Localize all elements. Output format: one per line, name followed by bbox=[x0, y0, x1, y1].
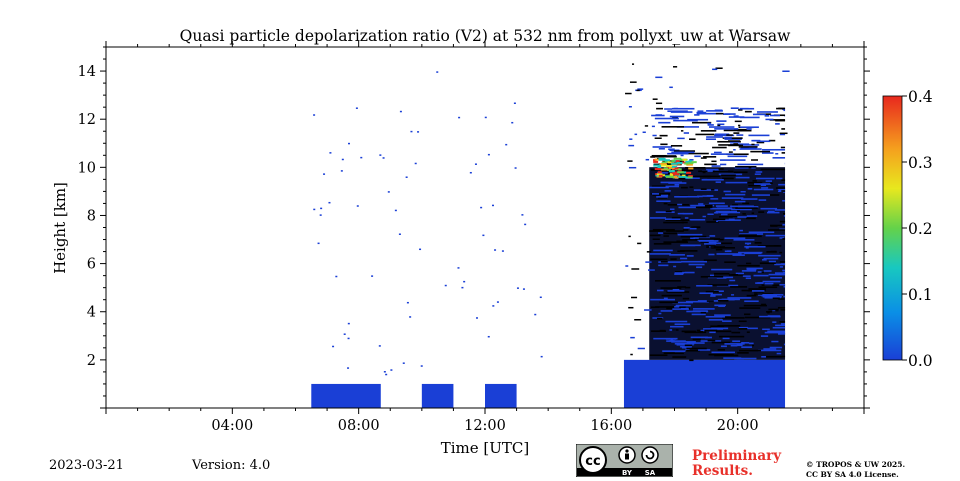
data-layer bbox=[311, 63, 789, 408]
preliminary-line-1: Preliminary bbox=[692, 449, 781, 464]
badge-by-text: BY bbox=[622, 469, 633, 477]
preliminary-results-note: Preliminary Results. bbox=[692, 449, 781, 479]
license-line-2: CC BY SA 4.0 License. bbox=[806, 470, 905, 480]
x-tick-label: 04:00 bbox=[211, 418, 253, 434]
attribution-icon bbox=[619, 447, 635, 463]
cc-by-sa-badge: cc BY SA bbox=[576, 444, 673, 477]
date-label: 2023-03-21 bbox=[49, 458, 124, 473]
version-label: Version: 4.0 bbox=[192, 458, 270, 473]
colorbar-tick-label: 0.2 bbox=[908, 220, 933, 238]
y-tick-label: 8 bbox=[87, 208, 96, 224]
share-alike-icon bbox=[642, 447, 658, 463]
y-tick-label: 14 bbox=[78, 64, 96, 80]
colorbar-axis: 0.0 0.1 0.2 0.3 0.4 bbox=[902, 88, 933, 370]
y-tick-label: 2 bbox=[87, 353, 96, 369]
colorbar-tick-label: 0.3 bbox=[908, 154, 933, 172]
y-axis-label: Height [km] bbox=[51, 182, 69, 274]
x-axis-label: Time [UTC] bbox=[441, 439, 530, 457]
x-tick-label: 12:00 bbox=[464, 418, 506, 434]
region-evening-aerosol-profile bbox=[649, 107, 785, 361]
x-tick-label: 16:00 bbox=[590, 418, 632, 434]
badge-sa-text: SA bbox=[645, 469, 656, 477]
x-tick-label: 20:00 bbox=[717, 418, 759, 434]
colorbar-tick-label: 0.1 bbox=[908, 286, 933, 304]
y-tick-label: 10 bbox=[78, 160, 96, 176]
y-tick-label: 12 bbox=[78, 112, 96, 128]
region-evening-boundary-layer bbox=[624, 360, 785, 408]
colorbar-tick-label: 0.0 bbox=[908, 352, 933, 370]
preliminary-line-2: Results. bbox=[692, 464, 781, 479]
colorbar-tick-label: 0.4 bbox=[908, 88, 933, 106]
region-morning-low-cloud bbox=[311, 384, 380, 408]
region-midday-low-cloud bbox=[485, 384, 517, 408]
x-tick-label: 08:00 bbox=[338, 418, 380, 434]
license-line-1: © TROPOS & UW 2025. bbox=[806, 460, 905, 470]
svg-text:cc: cc bbox=[585, 454, 600, 469]
region-late-morning-low-cloud bbox=[422, 384, 454, 408]
license-note: © TROPOS & UW 2025. CC BY SA 4.0 License… bbox=[806, 460, 905, 480]
colorbar bbox=[883, 96, 902, 360]
y-tick-label: 4 bbox=[87, 305, 96, 321]
y-tick-label: 6 bbox=[87, 257, 96, 273]
cc-icon: cc bbox=[580, 447, 606, 473]
